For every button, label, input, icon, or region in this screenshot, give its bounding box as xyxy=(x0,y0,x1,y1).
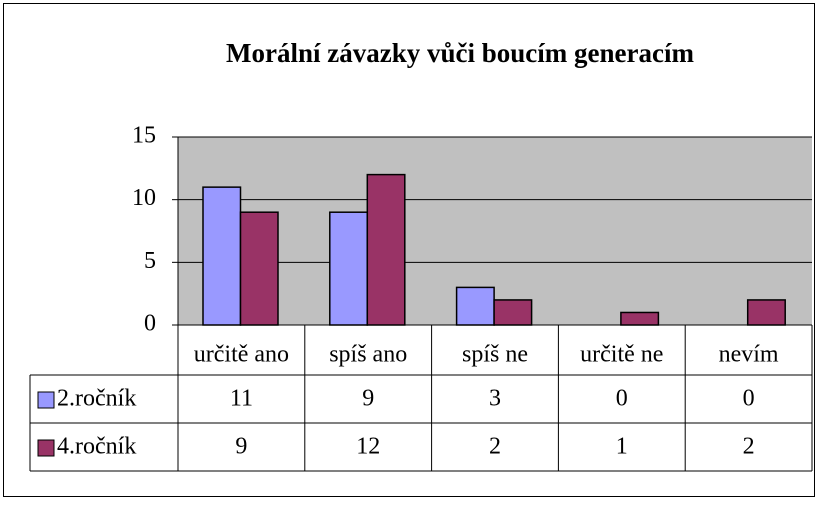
x-tick-label: určitě ne xyxy=(580,342,663,368)
table-value: 0 xyxy=(743,386,755,412)
bar xyxy=(366,173,406,326)
bar xyxy=(620,311,660,326)
bar xyxy=(202,186,242,326)
legend-key xyxy=(37,391,55,409)
bar xyxy=(455,286,495,326)
table-value: 9 xyxy=(362,386,374,412)
bar xyxy=(493,299,533,326)
table-value: 1 xyxy=(616,434,628,460)
y-tick-label: 10 xyxy=(132,185,156,211)
y-tick-label: 15 xyxy=(132,123,156,149)
table-value: 2 xyxy=(743,434,755,460)
table-value: 2 xyxy=(489,434,501,460)
bar xyxy=(746,299,786,326)
x-tick-label: spíš ano xyxy=(329,342,407,368)
y-tick-label: 5 xyxy=(144,248,156,274)
table-value: 11 xyxy=(230,386,253,412)
legend-label: 2.ročník xyxy=(57,386,136,412)
table-value: 3 xyxy=(489,386,501,412)
x-tick-label: určitě ano xyxy=(194,342,289,368)
legend-label: 4.ročník xyxy=(57,434,136,460)
y-tick-label: 0 xyxy=(144,311,156,337)
x-tick-label: nevím xyxy=(719,342,779,368)
chart-title: Morální závazky vůči boucím generacím xyxy=(226,38,694,68)
x-tick-label: spíš ne xyxy=(462,342,528,368)
table-value: 9 xyxy=(235,434,247,460)
legend-key xyxy=(37,439,55,457)
bar xyxy=(329,211,369,326)
bar xyxy=(239,211,279,326)
table-value: 12 xyxy=(356,434,380,460)
table-value: 0 xyxy=(616,386,628,412)
plot-area xyxy=(178,137,812,325)
